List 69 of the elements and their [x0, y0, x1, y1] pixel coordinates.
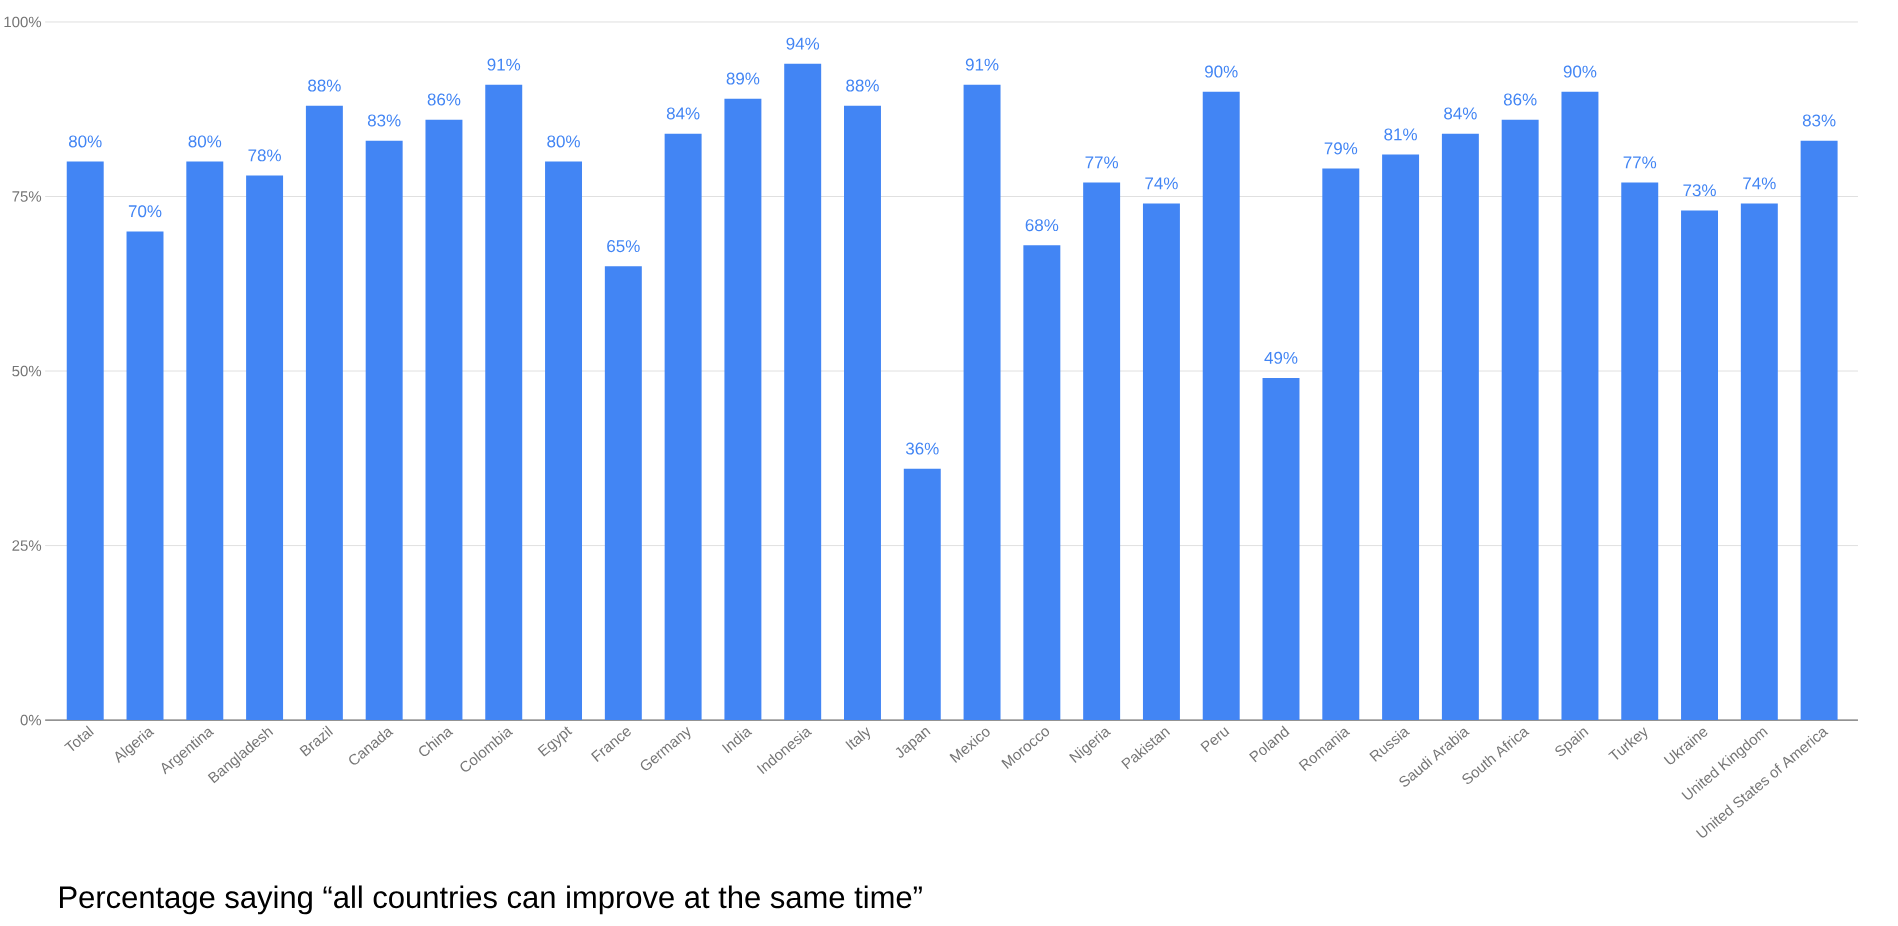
bar: [66, 161, 104, 721]
data-label: 49%: [1264, 351, 1298, 364]
bar: [1322, 168, 1360, 721]
y-tick-label: 0%: [20, 714, 42, 726]
bar: [724, 98, 762, 721]
bar: [963, 84, 1001, 721]
data-label: 88%: [308, 79, 341, 92]
bar: [1681, 210, 1719, 721]
data-label: 83%: [1802, 114, 1836, 127]
data-label: 78%: [248, 149, 281, 162]
bar: [545, 161, 583, 721]
data-label: 86%: [427, 93, 461, 106]
bar: [604, 266, 642, 721]
data-label: 70%: [128, 205, 162, 218]
bar: [1501, 119, 1539, 721]
bar: [186, 161, 224, 721]
bar: [1441, 133, 1479, 721]
bar: [246, 175, 284, 721]
data-label: 73%: [1683, 184, 1716, 197]
bar: [1023, 245, 1061, 721]
data-label: 80%: [68, 135, 102, 148]
data-label: 74%: [1743, 177, 1776, 190]
x-tick-label: India: [721, 728, 753, 754]
data-label: 68%: [1025, 219, 1059, 232]
bar: [903, 468, 941, 721]
bar: [305, 105, 343, 721]
data-label: 88%: [846, 79, 879, 92]
data-label: 65%: [607, 240, 640, 253]
data-label: 83%: [367, 114, 401, 127]
bar: [425, 119, 463, 721]
bar: [365, 140, 403, 721]
bar: [1561, 91, 1599, 721]
data-label: 91%: [487, 58, 521, 71]
bar: [1740, 203, 1778, 721]
data-label: 77%: [1085, 156, 1119, 169]
bar: [1083, 182, 1121, 721]
bar: [1262, 378, 1300, 721]
data-label: 89%: [726, 72, 760, 85]
bar: [485, 84, 523, 721]
y-tick-label: 50%: [12, 365, 42, 377]
data-label: 84%: [666, 107, 700, 120]
data-label: 77%: [1623, 156, 1657, 169]
data-label: 90%: [1563, 65, 1597, 78]
x-tick-label: Italy: [845, 727, 871, 751]
bar: [1142, 203, 1180, 721]
bar: [1202, 91, 1240, 721]
bar: [1621, 182, 1659, 721]
data-label: 94%: [786, 37, 820, 50]
data-label: 74%: [1145, 177, 1178, 190]
text: Percentage saying “all countries can improve at the same time”: [60, 885, 922, 915]
data-label: 86%: [1503, 93, 1537, 106]
data-label: 80%: [547, 135, 580, 148]
x-tick-label: Peru: [1200, 727, 1230, 753]
bar: [844, 105, 881, 721]
data-label: 36%: [905, 442, 939, 455]
bar: [1382, 154, 1420, 721]
y-tick-label: 100%: [4, 16, 42, 28]
bar: [126, 231, 164, 721]
bar: [1800, 140, 1838, 721]
bar: [664, 133, 702, 721]
data-label: 80%: [188, 135, 222, 148]
data-label: 79%: [1324, 142, 1358, 155]
data-label: 90%: [1205, 65, 1238, 78]
bar: [784, 63, 822, 721]
data-label: 91%: [965, 58, 999, 71]
y-tick-label: 25%: [12, 540, 42, 551]
y-tick-label: 75%: [12, 191, 42, 202]
data-label: 84%: [1444, 107, 1477, 120]
data-label: 81%: [1384, 128, 1417, 141]
